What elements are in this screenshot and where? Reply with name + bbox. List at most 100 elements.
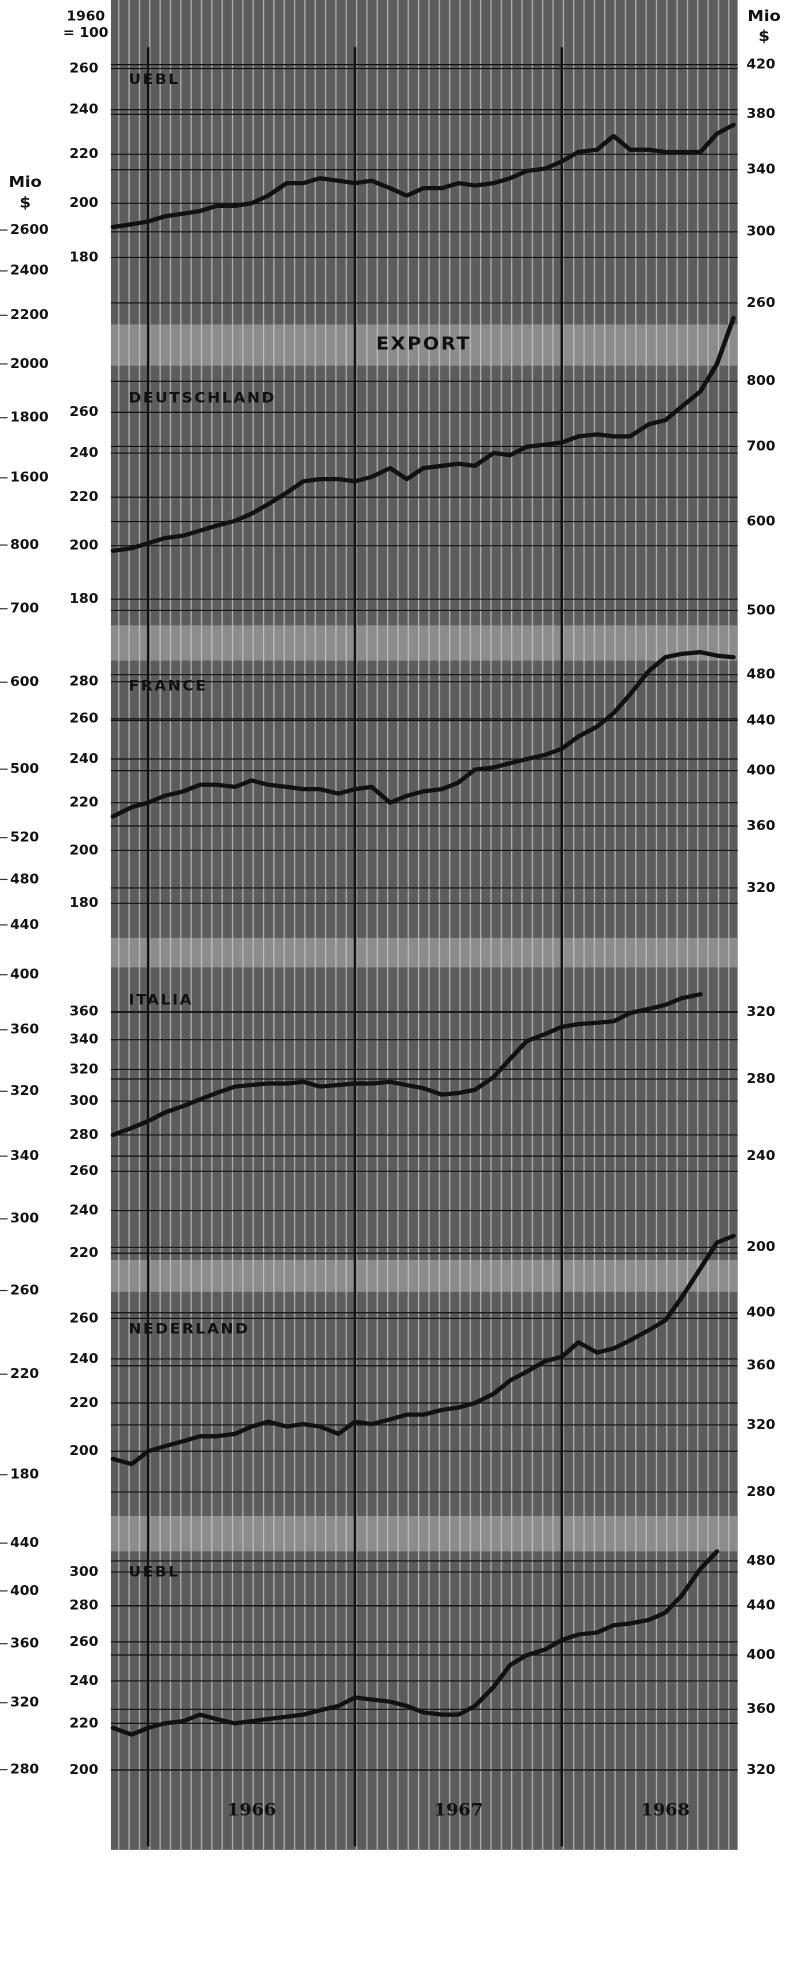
y-tick-label: 240 [69, 103, 98, 117]
outer-tick-label: 1600 [10, 471, 49, 485]
y-tick-label: 280 [69, 1128, 98, 1142]
y2-tick-label: 380 [746, 108, 775, 122]
y-tick-label: 180 [69, 592, 98, 606]
panel-title: UEBL [129, 1564, 180, 1580]
right-unit: Mio [748, 6, 781, 24]
y-tick-label: 220 [69, 1396, 98, 1410]
panel-title: DEUTSCHLAND [129, 390, 276, 406]
y2-tick-label: 280 [746, 1072, 775, 1086]
outer-tick-label: 2000 [10, 357, 49, 371]
outer-tick-label: 360 [10, 1023, 39, 1037]
y2-tick-label: 480 [746, 1554, 775, 1568]
y2-tick-label: 360 [746, 1359, 775, 1373]
outer-tick-label: 500 [10, 762, 39, 776]
y2-tick-label: 200 [746, 1241, 775, 1255]
y-tick-label: 280 [69, 675, 98, 689]
y-tick-label: 200 [69, 1444, 98, 1458]
y2-tick-label: 440 [746, 714, 775, 728]
y-tick-label: 260 [69, 712, 98, 726]
data-line [110, 650, 736, 819]
outer-tick-label: 2200 [10, 309, 49, 323]
outer-tick-label: 180 [10, 1468, 39, 1482]
y-tick-label: 340 [69, 1033, 98, 1047]
y-tick-label: 180 [69, 251, 98, 265]
y2-tick-label: 240 [746, 1149, 775, 1163]
y-tick-label: 200 [69, 844, 98, 858]
y-tick-label: 260 [69, 1635, 98, 1649]
y-tick-label: 220 [69, 1717, 98, 1731]
y2-tick-label: 280 [746, 1485, 775, 1499]
outer-tick-label: 300 [10, 1212, 39, 1226]
y-tick-label: 200 [69, 197, 98, 211]
y-tick-label: 220 [69, 490, 98, 504]
data-line [110, 1233, 736, 1467]
panel-title: NEDERLAND [129, 1321, 250, 1337]
y-tick-label: 280 [69, 1599, 98, 1613]
outer-tick-label: 260 [10, 1284, 39, 1298]
panel-title: ITALIA [129, 992, 194, 1008]
left-unit: Mio [9, 173, 42, 191]
y-tick-label: 300 [69, 1094, 98, 1108]
outer-tick-label: 480 [10, 873, 39, 887]
y-tick-label: 240 [69, 752, 98, 766]
y2-tick-label: 400 [746, 1648, 775, 1662]
y2-tick-label: 400 [746, 764, 775, 778]
y-tick-label: 260 [69, 1165, 98, 1179]
y-tick-label: 200 [69, 1763, 98, 1777]
data-line [110, 315, 736, 553]
y2-tick-label: 320 [746, 1418, 775, 1432]
y2-tick-label: 600 [746, 515, 775, 529]
y-tick-label: 220 [69, 148, 98, 162]
y-tick-label: 240 [69, 446, 98, 460]
outer-tick-label: 340 [10, 1149, 39, 1163]
y2-tick-label: 300 [746, 225, 775, 239]
y-tick-label: 300 [69, 1565, 98, 1579]
index-label: 1960 [66, 10, 105, 24]
index-label: = 100 [63, 26, 108, 40]
y2-tick-label: 360 [746, 819, 775, 833]
y2-tick-label: 420 [746, 58, 775, 72]
y-tick-label: 240 [69, 1674, 98, 1688]
y2-tick-label: 700 [746, 440, 775, 454]
y-tick-label: 260 [69, 406, 98, 420]
y-tick-label: 180 [69, 897, 98, 911]
outer-tick-label: 600 [10, 675, 39, 689]
data-line [110, 122, 736, 230]
left-unit: $ [20, 193, 31, 211]
right-unit: $ [758, 26, 769, 44]
y2-tick-label: 320 [746, 1763, 775, 1777]
y-tick-label: 260 [69, 62, 98, 76]
y2-tick-label: 800 [746, 375, 775, 389]
y2-tick-label: 340 [746, 163, 775, 177]
outer-tick-label: 800 [10, 538, 39, 552]
outer-tick-label: 2600 [10, 223, 49, 237]
y2-tick-label: 320 [746, 881, 775, 895]
y-tick-label: 320 [69, 1063, 98, 1077]
y-tick-label: 240 [69, 1352, 98, 1366]
y2-tick-label: 360 [746, 1703, 775, 1717]
outer-tick-label: 700 [10, 602, 39, 616]
outer-tick-label: 280 [10, 1763, 39, 1777]
y2-tick-label: 480 [746, 668, 775, 682]
y-tick-label: 200 [69, 539, 98, 553]
outer-tick-label: 2400 [10, 264, 49, 278]
outer-tick-label: 360 [10, 1637, 39, 1651]
outer-tick-label: 320 [10, 1696, 39, 1710]
y2-tick-label: 260 [746, 296, 775, 310]
outer-tick-label: 520 [10, 831, 39, 845]
data-line [110, 992, 703, 1138]
data-line [110, 1549, 720, 1737]
panel-title: UEBL [129, 72, 180, 88]
y-tick-label: 220 [69, 796, 98, 810]
y-tick-label: 360 [69, 1005, 98, 1019]
y-tick-label: 260 [69, 1312, 98, 1326]
y2-tick-label: 400 [746, 1306, 775, 1320]
outer-tick-label: 320 [10, 1085, 39, 1099]
vertical-hatching [110, 0, 738, 1850]
outer-tick-label: 220 [10, 1367, 39, 1381]
section-label: EXPORT [376, 334, 471, 354]
outer-tick-label: 440 [10, 1536, 39, 1550]
y2-tick-label: 440 [746, 1599, 775, 1613]
